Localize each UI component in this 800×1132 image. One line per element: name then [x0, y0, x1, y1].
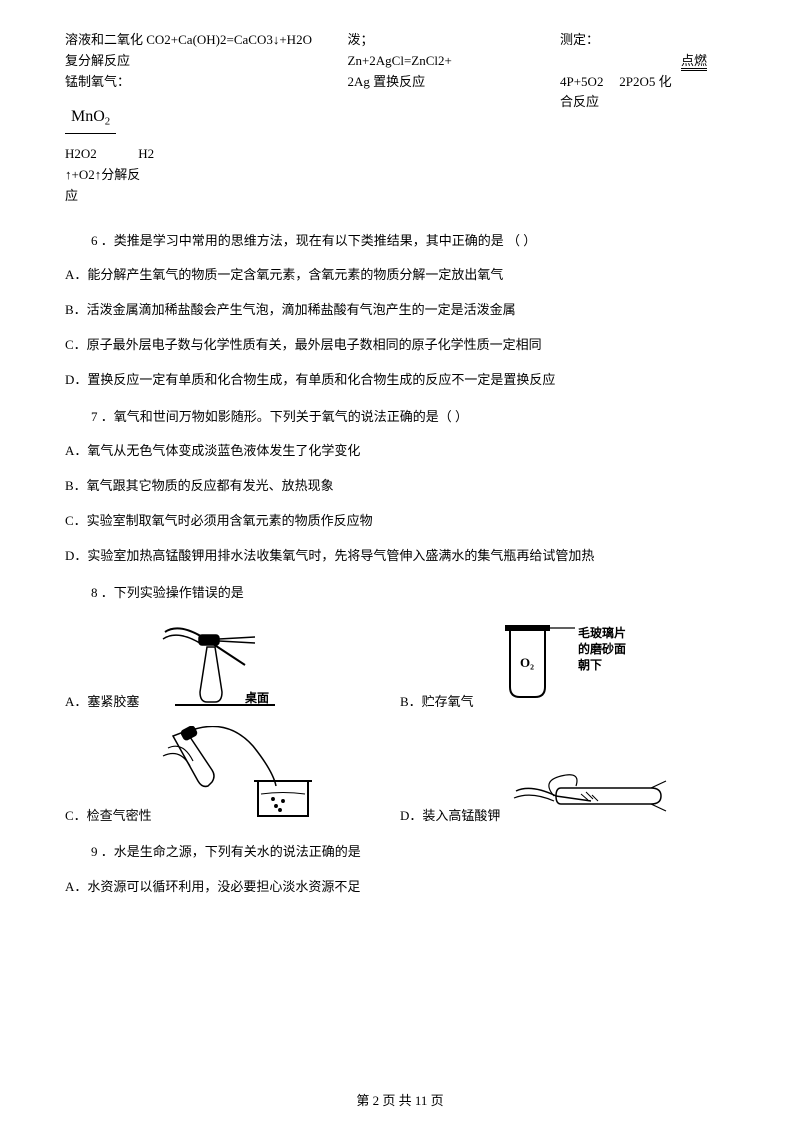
col1-line2: 锰制氧气：	[65, 72, 328, 93]
top-reaction-section: 溶液和二氧化 CO2+Ca(OH)2=CaCO3↓+H2O 复分解反应 锰制氧气…	[65, 30, 735, 207]
q8-B-o2: O₂	[520, 655, 534, 670]
q8-B: B．贮存氧气 O₂ 毛玻璃片 的磨砂面 朝下	[400, 617, 735, 712]
q8-B-t1: 毛玻璃片	[578, 625, 626, 640]
q9-stem: 9 ．水是生命之源，下列有关水的说法正确的是	[65, 842, 735, 863]
col1-line3: H2O2 H2	[65, 144, 328, 165]
q8-A: A．塞紧胶塞 桌面	[65, 617, 400, 712]
footer-mid: 页 共	[379, 1093, 415, 1108]
q7-A: A．氧气从无色气体变成淡蓝色液体发生了化学变化	[65, 441, 735, 462]
q8-C: C．检查气密性	[65, 726, 400, 826]
p-o2-left: 4P+5O2	[560, 72, 616, 93]
footer-total: 11	[415, 1093, 428, 1108]
col-1: 溶液和二氧化 CO2+Ca(OH)2=CaCO3↓+H2O 复分解反应 锰制氧气…	[65, 30, 328, 207]
q8-D: D．装入高锰酸钾	[400, 766, 735, 826]
q8-B-t3: 朝下	[578, 657, 602, 672]
q8-B-figure: O₂ 毛玻璃片 的磨砂面 朝下	[480, 617, 680, 712]
q9-A: A．水资源可以循环利用，没必要担心淡水资源不足	[65, 877, 735, 898]
h2: H2	[138, 146, 154, 161]
col-2: 泼； Zn+2AgCl=ZnCl2+ 2Ag 置换反应	[348, 30, 541, 207]
col2-line3: 2Ag 置换反应	[348, 72, 541, 93]
mno2-formula: MnO2	[65, 102, 116, 134]
q7-D: D．实验室加热高锰酸钾用排水法收集氧气时，先将导气管伸入盛满水的集气瓶再给试管加…	[65, 546, 735, 567]
q8-D-figure	[506, 766, 681, 826]
q6-D: D．置换反应一定有单质和化合物生成，有单质和化合物生成的反应不一定是置换反应	[65, 370, 735, 391]
page-footer: 第 2 页 共 11 页	[0, 1091, 800, 1112]
col1-line4: ↑+O2↑分解反	[65, 165, 328, 186]
col1-line1: 溶液和二氧化 CO2+Ca(OH)2=CaCO3↓+H2O 复分解反应	[65, 30, 328, 72]
q7-B: B．氧气跟其它物质的反应都有发光、放热现象	[65, 476, 735, 497]
q8-row-1: A．塞紧胶塞 桌面 B．贮存氧气 O₂ 毛玻璃片 的磨砂面 朝下	[65, 617, 735, 712]
q8-C-figure	[158, 726, 328, 826]
mno-sub: 2	[105, 116, 110, 128]
mno: MnO	[71, 108, 105, 125]
q6-A: A．能分解产生氧气的物质一定含氧元素，含氧元素的物质分解一定放出氧气	[65, 265, 735, 286]
q8-A-figure: 桌面	[145, 617, 280, 712]
ignite-word: 点燃	[681, 53, 707, 71]
q8-B-label: B．贮存氧气	[400, 692, 474, 713]
col-3: 测定： 点燃 4P+5O2 2P2O5 化 合反应	[560, 30, 735, 207]
footer-prefix: 第	[356, 1093, 372, 1108]
q6-C: C．原子最外层电子数与化学性质有关，最外层电子数相同的原子化学性质一定相同	[65, 335, 735, 356]
q8-A-label: A．塞紧胶塞	[65, 692, 139, 713]
q8-D-label: D．装入高锰酸钾	[400, 806, 500, 827]
q8-C-label: C．检查气密性	[65, 806, 152, 827]
col3-line1: 测定：	[560, 30, 735, 51]
q6-stem: 6 ．类推是学习中常用的思维方法，现在有以下类推结果，其中正确的是 （ ）	[65, 231, 735, 252]
q7-C: C．实验室制取氧气时必须用含氧元素的物质作反应物	[65, 511, 735, 532]
col2-line1: 泼；	[348, 30, 541, 51]
q7-stem: 7 ．氧气和世间万物如影随形。下列关于氧气的说法正确的是（ ）	[65, 407, 735, 428]
col3-line4: 合反应	[560, 92, 735, 113]
col1-line5: 应	[65, 186, 328, 207]
q6-B: B．活泼金属滴加稀盐酸会产生气泡，滴加稀盐酸有气泡产生的一定是活泼金属	[65, 300, 735, 321]
q8-row-2: C．检查气密性 D．装入高锰酸钾	[65, 726, 735, 826]
q8-stem: 8 ．下列实验操作错误的是	[65, 583, 735, 604]
q8-A-caption: 桌面	[244, 690, 269, 705]
col3-line3: 4P+5O2 2P2O5 化	[560, 72, 735, 93]
col2-line2: Zn+2AgCl=ZnCl2+	[348, 51, 541, 72]
q8-B-t2: 的磨砂面	[578, 641, 626, 656]
p-o2-right: 2P2O5 化	[619, 74, 671, 89]
h2o2: H2O2	[65, 144, 135, 165]
footer-suffix: 页	[427, 1093, 443, 1108]
